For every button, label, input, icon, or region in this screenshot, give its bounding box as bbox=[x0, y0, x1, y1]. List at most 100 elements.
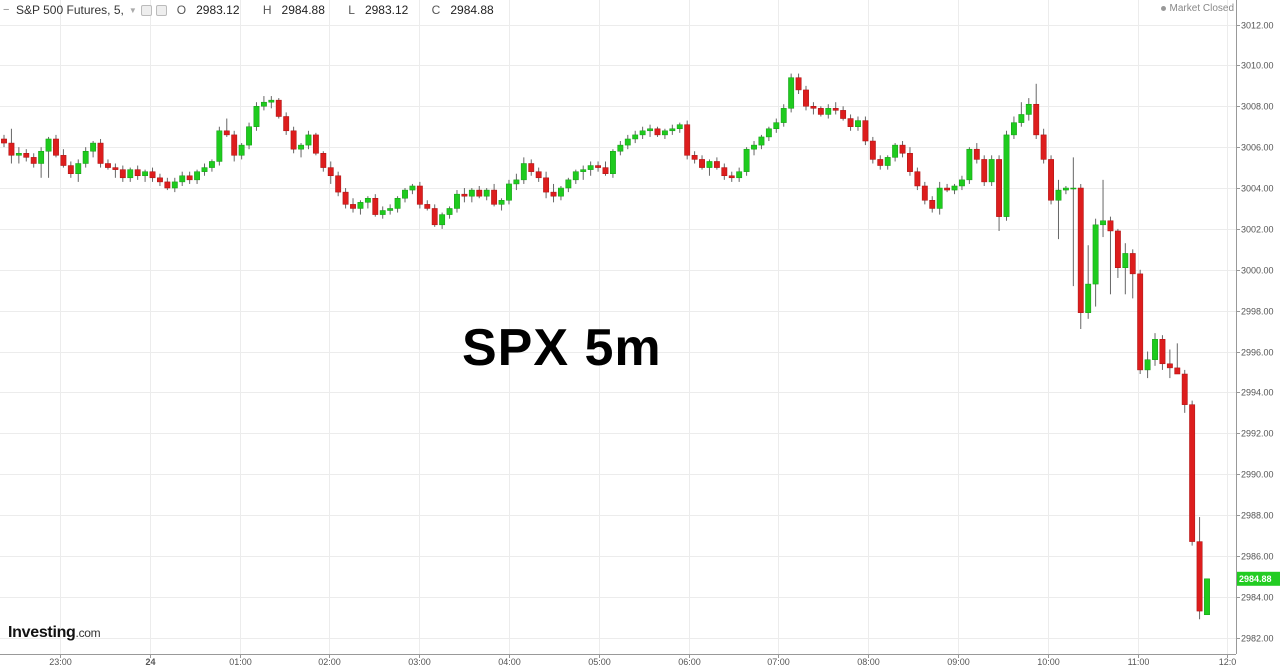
candle-body bbox=[587, 165, 594, 170]
candle-body bbox=[312, 134, 319, 154]
settings-icon[interactable] bbox=[140, 4, 152, 16]
candle-body bbox=[446, 208, 453, 215]
candle bbox=[439, 212, 446, 229]
candle-body bbox=[795, 77, 802, 91]
time-axis: 23:00 24 01:00 02:00 03:00 04:00 05:00 06:00 07:… bbox=[0, 654, 1236, 667]
investing-logo[interactable]: Investing.com bbox=[8, 624, 101, 642]
candle bbox=[424, 200, 431, 211]
candle-body bbox=[8, 142, 15, 156]
candle bbox=[157, 173, 163, 186]
candle-body bbox=[112, 167, 119, 170]
candle-body bbox=[825, 108, 832, 115]
candle-body bbox=[201, 167, 208, 172]
symbol-label[interactable]: S&P 500 Futures, 5, bbox=[16, 3, 124, 17]
candle-body bbox=[491, 189, 498, 205]
chevron-down-icon[interactable]: ▼ bbox=[128, 5, 137, 15]
y-tick-label: 3012.00 bbox=[1241, 21, 1274, 31]
candle-body bbox=[1159, 339, 1166, 365]
candle-body bbox=[973, 148, 980, 160]
candle-body bbox=[53, 138, 59, 156]
y-tick-label: 2994.00 bbox=[1241, 388, 1274, 398]
candle bbox=[587, 161, 594, 176]
candle bbox=[1144, 351, 1151, 379]
candle-body bbox=[402, 189, 408, 199]
candle bbox=[528, 159, 535, 176]
candle bbox=[1166, 349, 1173, 379]
candle-body bbox=[216, 130, 223, 162]
candle bbox=[1062, 185, 1069, 195]
candle bbox=[209, 159, 215, 172]
candle-body bbox=[142, 171, 149, 177]
candle bbox=[803, 85, 809, 111]
candle bbox=[1100, 179, 1106, 238]
candle-body bbox=[171, 181, 178, 189]
candle-body bbox=[877, 159, 884, 166]
close-value: 2984.88 bbox=[450, 3, 494, 17]
candle bbox=[780, 104, 787, 127]
candle-body bbox=[1122, 253, 1129, 268]
candle bbox=[1122, 243, 1129, 295]
candle bbox=[335, 171, 342, 197]
candle-body bbox=[1055, 189, 1062, 201]
candle-body bbox=[468, 189, 475, 197]
y-tick-label: 2996.00 bbox=[1241, 348, 1274, 358]
candle bbox=[654, 126, 661, 137]
candle bbox=[565, 177, 572, 193]
candle bbox=[699, 155, 705, 170]
candle-body bbox=[439, 214, 446, 226]
y-tick-label: 2982.00 bbox=[1241, 634, 1274, 644]
candle bbox=[164, 177, 171, 191]
candle-body bbox=[654, 128, 661, 136]
candle bbox=[832, 102, 839, 115]
candle bbox=[1137, 269, 1144, 375]
collapse-icon[interactable]: − bbox=[3, 4, 10, 16]
candle bbox=[402, 188, 408, 203]
candle-body bbox=[394, 197, 401, 209]
candle bbox=[921, 181, 928, 205]
candle-body bbox=[387, 208, 394, 211]
ohlc-values: O 2983.12 H 2984.88 L 2983.12 C 2984.88 bbox=[177, 3, 514, 17]
candle-body bbox=[1114, 230, 1121, 268]
candle-body bbox=[45, 138, 52, 152]
indicator-icon[interactable] bbox=[155, 4, 167, 16]
candle bbox=[431, 204, 438, 227]
candle bbox=[914, 167, 921, 191]
candle bbox=[736, 167, 743, 182]
candle-body bbox=[1166, 363, 1173, 369]
candle-body bbox=[676, 124, 683, 130]
candle bbox=[483, 188, 490, 201]
candle-body bbox=[461, 193, 468, 197]
candle bbox=[988, 155, 995, 186]
candle-body bbox=[1174, 367, 1181, 375]
candle-body bbox=[929, 200, 936, 209]
candle-body bbox=[535, 171, 542, 179]
candle bbox=[246, 122, 252, 150]
candle-body bbox=[1070, 187, 1077, 190]
last-price-tag bbox=[1237, 571, 1280, 586]
candle bbox=[320, 151, 327, 172]
candle-body bbox=[1025, 103, 1032, 115]
candle-body bbox=[1137, 273, 1144, 371]
candle-body bbox=[1204, 578, 1210, 616]
candle-body bbox=[290, 130, 297, 150]
candle bbox=[869, 136, 876, 164]
candle bbox=[260, 96, 267, 111]
candle bbox=[67, 161, 74, 178]
candle-body bbox=[409, 185, 416, 191]
candle-body bbox=[67, 165, 74, 174]
candle-body bbox=[149, 171, 156, 179]
x-tick-label: 23:00 bbox=[49, 657, 72, 667]
y-tick-label: 3004.00 bbox=[1241, 184, 1274, 194]
market-status: Market Closed bbox=[1160, 3, 1234, 14]
candle bbox=[602, 161, 609, 176]
candle-body bbox=[543, 177, 550, 193]
candle bbox=[23, 149, 30, 162]
candle bbox=[1003, 130, 1010, 221]
candle bbox=[981, 155, 988, 186]
x-tick-label: 11:00 bbox=[1128, 657, 1150, 667]
candle bbox=[543, 171, 550, 199]
candle-body bbox=[506, 183, 512, 201]
candle bbox=[409, 183, 416, 195]
candle bbox=[350, 198, 356, 213]
logo-suffix: .com bbox=[75, 626, 101, 640]
